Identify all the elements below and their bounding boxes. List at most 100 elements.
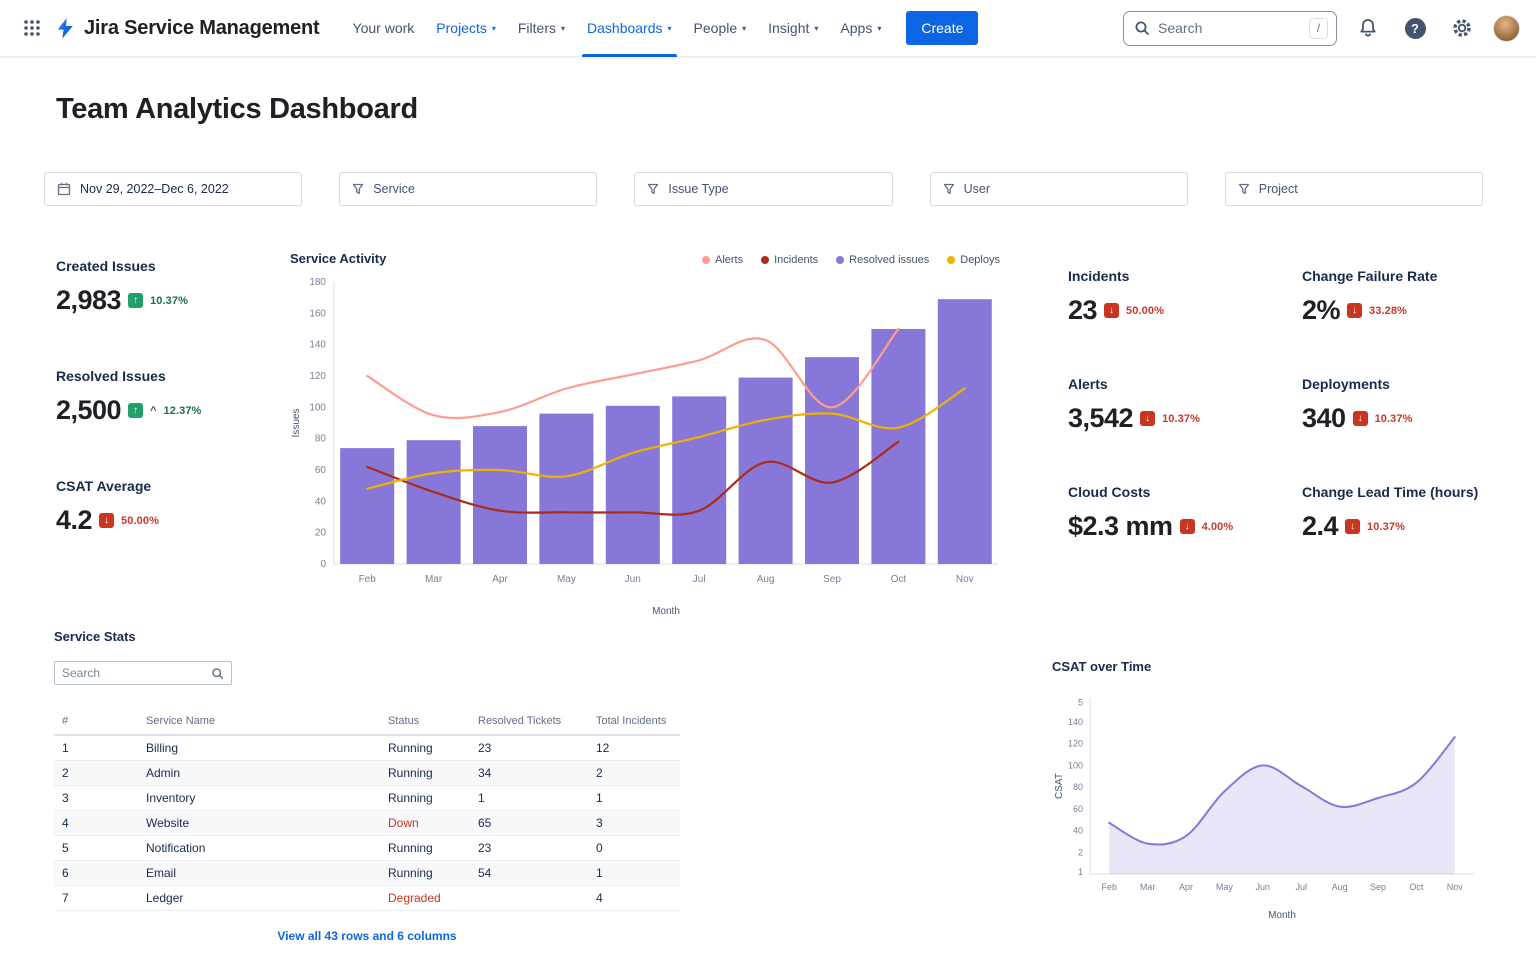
right-kpi-grid: Incidents 23 ↓ 50.00% Change Failure Rat…: [1068, 242, 1488, 625]
nav-projects[interactable]: Projects ▾: [436, 20, 496, 36]
app-grid-icon: [24, 20, 40, 36]
chevron-down-icon: ▾: [561, 24, 566, 33]
legend-dot: [761, 256, 770, 264]
table-row: 6 Email Running 54 1: [54, 860, 680, 886]
nav-insight[interactable]: Insight ▾: [768, 20, 819, 36]
user-filter[interactable]: User: [929, 172, 1188, 206]
svg-text:40: 40: [315, 496, 327, 507]
service-stats-table: # Service Name Status Resolved Tickets T…: [54, 709, 680, 911]
svg-text:Feb: Feb: [1101, 882, 1117, 892]
svg-text:Mar: Mar: [1140, 882, 1156, 892]
kpi-delta: 10.37%: [1374, 412, 1413, 425]
svg-text:Jul: Jul: [693, 574, 706, 585]
bell-icon: [1360, 19, 1376, 37]
app-switcher-button[interactable]: [16, 12, 48, 44]
service-activity-chart: 0 20 40 60 80 100 120 140 160 180 Feb Mar Apr May Jun J…: [291, 277, 998, 617]
kpi-change-lead-time: Change Lead Time (hours) 2.4 ↓ 10.37%: [1302, 484, 1479, 541]
search-input[interactable]: [1158, 20, 1301, 36]
cell-resolved: 65: [470, 810, 588, 836]
chart-legend: Alerts Incidents Resolved issues Deploys: [702, 254, 1002, 266]
nav-filters[interactable]: Filters ▾: [517, 20, 566, 36]
table-header-row: # Service Name Status Resolved Tickets T…: [54, 709, 680, 736]
cell-name: Admin: [138, 760, 380, 786]
kpi-delta: 12.37%: [163, 404, 202, 417]
page-title: Team Analytics Dashboard: [56, 93, 418, 125]
kpi-cloud-costs: Cloud Costs $2.3 mm ↓ 4.00%: [1068, 484, 1234, 541]
jira-bolt-icon: [57, 17, 73, 39]
svg-text:120: 120: [309, 371, 326, 382]
svg-text:2: 2: [1078, 847, 1083, 857]
kpi-incidents: Incidents 23 ↓ 50.00%: [1068, 268, 1164, 325]
trend-down-icon: ↓: [1345, 519, 1361, 534]
svg-text:Feb: Feb: [359, 574, 377, 585]
svg-text:5: 5: [1078, 697, 1083, 707]
table-row: 4 Website Down 65 3: [54, 810, 680, 836]
service-stats-panel: Service Stats # Service Name Status Reso…: [54, 629, 680, 943]
svg-text:100: 100: [1068, 760, 1083, 770]
legend-resolved-issues[interactable]: Resolved issues: [836, 254, 929, 266]
svg-text:140: 140: [309, 340, 326, 351]
cell-status: Running: [380, 860, 470, 886]
cell-incidents: 1: [588, 860, 680, 886]
cell-resolved: 1: [470, 785, 588, 811]
cell-num: 7: [54, 885, 138, 911]
trend-down-icon: ↓: [1347, 303, 1363, 318]
kpi-value: 2,983: [56, 285, 122, 315]
view-all-link[interactable]: View all 43 rows and 6 columns: [277, 929, 457, 943]
settings-button[interactable]: [1446, 12, 1478, 44]
project-filter[interactable]: Project: [1224, 172, 1483, 206]
col-header-status[interactable]: Status: [380, 709, 470, 736]
slash-shortcut-hint: /: [1309, 17, 1328, 39]
chevron-down-icon: ▾: [877, 24, 882, 33]
notifications-button[interactable]: [1352, 12, 1384, 44]
date-range-filter[interactable]: Nov 29, 2022–Dec 6, 2022: [44, 172, 303, 206]
service-filter[interactable]: Service: [339, 172, 598, 206]
cell-incidents: 0: [588, 835, 680, 861]
col-header-service-name[interactable]: Service Name: [138, 709, 380, 736]
legend-deploys[interactable]: Deploys: [947, 254, 1000, 266]
nav-people[interactable]: People ▾: [693, 20, 747, 36]
svg-text:Issues: Issues: [291, 409, 302, 438]
primary-nav: Your work Projects ▾ Filters ▾ Dashboards ▾…: [342, 0, 893, 57]
brand-logo[interactable]: Jira Service Management: [54, 17, 320, 40]
kpi-delta: 10.37%: [1367, 520, 1405, 533]
nav-your-work[interactable]: Your work: [352, 20, 415, 36]
cell-resolved: [470, 885, 588, 911]
chevron-down-icon: ▾: [491, 24, 496, 33]
col-header-num[interactable]: #: [54, 709, 138, 736]
avatar[interactable]: [1493, 14, 1520, 42]
svg-text:Sep: Sep: [1370, 882, 1386, 892]
help-button[interactable]: ?: [1399, 12, 1431, 44]
cell-num: 5: [54, 835, 138, 861]
legend-alerts[interactable]: Alerts: [702, 254, 743, 266]
col-header-total-incidents[interactable]: Total Incidents: [588, 709, 680, 736]
create-button[interactable]: Create: [906, 11, 979, 45]
section-title: Service Stats: [54, 629, 136, 644]
cell-resolved: 23: [470, 835, 588, 861]
cell-incidents: 2: [588, 760, 680, 786]
kpi-value: $2.3 mm: [1068, 511, 1173, 541]
cell-incidents: 3: [588, 810, 680, 836]
svg-text:Jun: Jun: [1256, 882, 1271, 892]
trend-down-icon: ↓: [99, 513, 115, 528]
col-header-resolved-tickets[interactable]: Resolved Tickets: [470, 709, 588, 736]
svg-text:Nov: Nov: [956, 574, 974, 585]
chart-title: Service Activity: [290, 251, 387, 266]
svg-text:Aug: Aug: [1332, 882, 1348, 892]
filter-bar: Nov 29, 2022–Dec 6, 2022 Service Issue T…: [44, 172, 1483, 206]
nav-apps[interactable]: Apps ▾: [840, 20, 882, 36]
table-search-input[interactable]: [62, 666, 205, 680]
svg-text:0: 0: [320, 559, 326, 570]
svg-text:Jul: Jul: [1295, 882, 1307, 892]
legend-incidents[interactable]: Incidents: [761, 254, 818, 266]
svg-text:Apr: Apr: [492, 574, 508, 585]
kpi-delta: 4.00%: [1201, 520, 1234, 533]
search-icon: [212, 667, 224, 679]
issue-type-filter[interactable]: Issue Type: [634, 172, 893, 206]
kpi-value: 340: [1302, 403, 1346, 433]
kpi-value: 2,500: [56, 395, 122, 425]
nav-dashboards[interactable]: Dashboards ▾: [576, 0, 683, 57]
cell-status: Running: [380, 735, 470, 761]
chevron-down-icon: ▾: [814, 24, 819, 33]
table-row: 5 Notification Running 23 0: [54, 835, 680, 861]
